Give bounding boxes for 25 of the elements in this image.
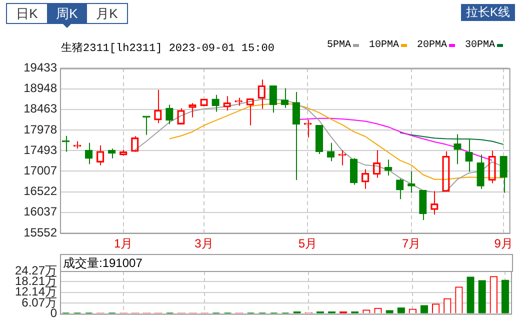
y-tick-label: 18463 (24, 102, 58, 116)
x-tick-label: 9月 (494, 236, 513, 251)
chart-title: 生猪2311[lh2311] 2023-09-01 15:00 (61, 41, 274, 55)
x-tick-label: 7月 (402, 236, 421, 251)
legend-label: 20PMA (416, 40, 447, 51)
x-tick-label: 1月 (114, 236, 133, 251)
y-tick-label: 17978 (24, 122, 58, 136)
y-tick-label: 18948 (24, 81, 58, 96)
y-tick-label: 19433 (24, 60, 58, 75)
y-tick-label: 16037 (24, 204, 58, 219)
legend-label: 10PMA (368, 40, 399, 51)
y-tick-label: 16522 (24, 184, 58, 198)
text: 拉长K线 (461, 4, 515, 21)
y-tick-label: 24.27万 (14, 263, 57, 278)
y-tick-label: 17007 (24, 164, 58, 178)
legend-label: 5PMA (326, 40, 351, 51)
x-tick-label: 5月 (298, 236, 318, 251)
y-tick-label: 17493 (24, 142, 58, 157)
text: 月K (87, 4, 127, 23)
text: 周K (47, 4, 87, 23)
legend-label: 30PMA (464, 40, 495, 51)
text: 日K (7, 4, 47, 23)
chart-title: 成交量:191007 (60, 254, 513, 272)
x-tick-label: 3月 (194, 236, 214, 251)
y-tick-label: 15552 (24, 225, 58, 240)
